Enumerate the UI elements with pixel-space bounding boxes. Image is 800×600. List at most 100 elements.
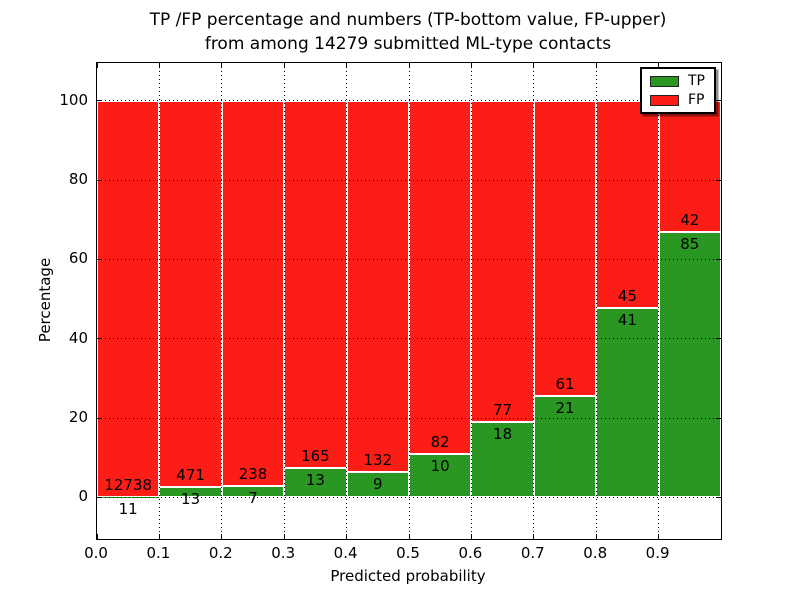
plot-area: 12738 11 471 13 238 7 165 13 132 9 82 10 77 18 61 21 45 4…	[96, 62, 722, 540]
tp-count-label: 13	[305, 471, 325, 490]
bar-segment-fp	[221, 100, 285, 486]
y-tick-mark	[97, 179, 102, 181]
bar-segment-tp	[346, 472, 409, 498]
vertical-gridline	[658, 63, 660, 539]
vertical-gridline	[408, 63, 410, 539]
x-tick-mark	[595, 63, 597, 68]
fp-count-label: 165	[301, 447, 330, 466]
y-tick-mark	[97, 100, 102, 102]
horizontal-gridline	[97, 338, 721, 340]
x-tick-mark	[96, 534, 98, 539]
x-tick-label: 0.3	[271, 544, 296, 562]
x-tick-label: 0.9	[645, 544, 670, 562]
x-tick-mark	[346, 534, 348, 539]
bar-segment-tp	[471, 422, 534, 498]
x-tick-mark	[595, 534, 597, 539]
fp-count-label: 42	[680, 210, 700, 229]
legend-label: TP	[688, 73, 705, 89]
x-tick-label: 0.7	[520, 544, 545, 562]
bar-segment-fp	[409, 100, 472, 455]
vertical-gridline	[595, 63, 597, 539]
x-tick-mark	[346, 63, 348, 68]
y-tick-mark	[97, 258, 102, 260]
fp-count-label: 45	[617, 287, 637, 306]
vertical-gridline	[470, 63, 472, 539]
horizontal-gridline	[97, 417, 721, 419]
y-tick-mark	[716, 258, 721, 260]
fp-count-label: 82	[430, 433, 450, 452]
x-axis-label: Predicted probability	[330, 567, 486, 585]
x-tick-label: 0.5	[396, 544, 420, 562]
x-tick-label: 0.1	[146, 544, 171, 562]
bar-segment-tp	[596, 308, 659, 498]
tp-count-label: 9	[373, 475, 383, 494]
legend-entry-tp: TP	[650, 74, 705, 88]
x-tick-mark	[533, 534, 535, 539]
x-tick-mark	[221, 534, 223, 539]
tp-count-label: 41	[617, 311, 637, 330]
x-tick-mark	[283, 63, 285, 68]
bar-segment-fp	[159, 100, 222, 487]
bar-segment-tp	[409, 454, 472, 498]
y-tick-mark	[716, 338, 721, 340]
chart-title-line1: TP /FP percentage and numbers (TP-bottom…	[149, 10, 667, 30]
vertical-gridline	[158, 63, 160, 539]
legend-swatch-tp	[650, 75, 679, 87]
fp-count-label: 132	[363, 451, 393, 470]
legend-label: FP	[688, 92, 705, 108]
y-tick-label: 80	[68, 170, 88, 189]
y-tick-mark	[716, 417, 721, 419]
bar-segment-tp	[159, 486, 222, 498]
x-tick-mark	[221, 63, 223, 68]
x-tick-label: 0.2	[208, 544, 233, 562]
tp-count-label: 11	[118, 500, 138, 518]
bars-layer	[97, 63, 721, 539]
legend-entry-fp: FP	[650, 93, 705, 107]
x-tick-label: 0.0	[84, 544, 108, 562]
x-tick-mark	[533, 63, 535, 68]
x-tick-mark	[470, 63, 472, 68]
fp-count-label: 61	[555, 374, 575, 393]
bar-segment-fp	[471, 100, 534, 423]
fp-count-label: 77	[493, 401, 513, 420]
horizontal-gridline	[97, 496, 721, 498]
y-tick-label: 20	[68, 408, 88, 427]
tp-count-label: 85	[680, 234, 700, 253]
bar-segment-tp	[284, 468, 347, 498]
bar-segment-tp	[533, 395, 597, 498]
x-tick-label: 0.6	[458, 544, 483, 562]
fp-count-label: 471	[176, 465, 205, 484]
fp-count-label: 12738	[104, 476, 153, 494]
horizontal-gridline	[97, 258, 721, 260]
legend-swatch-fp	[650, 94, 679, 106]
fp-count-label: 238	[238, 465, 268, 484]
x-tick-mark	[470, 534, 472, 539]
y-tick-mark	[716, 100, 721, 102]
x-tick-mark	[283, 534, 285, 539]
x-tick-mark	[158, 63, 160, 68]
grid-layer	[96, 63, 721, 539]
x-tick-label: 0.4	[333, 544, 358, 562]
x-tick-mark	[408, 534, 410, 539]
tp-count-label: 10	[430, 457, 450, 476]
bar-segment-fp	[346, 100, 409, 473]
tp-count-label: 7	[248, 489, 258, 508]
bar-segment-tp	[221, 486, 285, 498]
chart-title-line2: from among 14279 submitted ML-type conta…	[204, 34, 612, 54]
y-tick-label: 60	[68, 249, 88, 268]
y-tick-mark	[716, 496, 721, 498]
vertical-gridline	[533, 63, 535, 539]
bar-segment-fp	[658, 100, 721, 232]
y-tick-label: 40	[68, 328, 88, 347]
x-tick-mark	[658, 534, 660, 539]
tp-count-label: 13	[181, 489, 201, 508]
y-tick-mark	[97, 417, 102, 419]
vertical-gridline	[346, 63, 348, 539]
y-tick-mark	[716, 179, 721, 181]
y-tick-label: 0	[78, 487, 88, 506]
x-tick-mark	[158, 534, 160, 539]
vertical-gridline	[283, 63, 285, 539]
y-tick-mark	[97, 496, 102, 498]
y-tick-label: 100	[59, 90, 88, 109]
